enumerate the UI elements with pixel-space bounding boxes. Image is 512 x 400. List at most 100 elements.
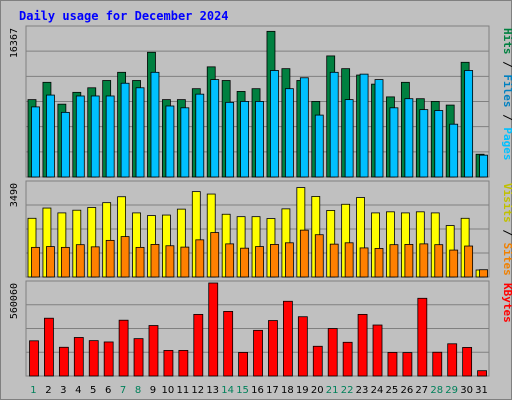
bar-hits-pages-day-15 [240,101,249,178]
x-axis-day-labels: 1 2 3 4 5 6 7 8 9 10 11 12 13 14 15 16 17 18 19 20 21 22 23 24 2… [30,385,488,396]
panel-hits-series-label-part: Pages [501,127,512,160]
bar-hits-pages-day-10 [165,105,175,178]
x-tick-label-day-12: 12 [191,385,204,396]
bar-hits-pages-day-4 [75,95,85,178]
x-tick-label-day-26: 26 [400,385,413,396]
bar-hits-pages-day-29 [449,123,459,178]
x-tick-label-day-4: 4 [75,385,81,396]
bar-kbytes-kbytes-day-6 [103,341,114,377]
bar-visits-sites-day-19 [299,229,309,278]
x-tick-label-day-5: 5 [90,385,96,396]
bar-hits-pages-day-22 [344,99,354,178]
bar-hits-pages-day-25 [389,107,399,178]
panel-visits-series-label-part: Sites [501,243,512,276]
bar-visits-sites-day-18 [285,242,294,278]
bar-kbytes-kbytes-day-13 [208,282,219,377]
x-tick-label-day-29: 29 [445,385,458,396]
x-tick-label-day-8: 8 [135,385,141,396]
x-tick-label-day-30: 30 [460,385,473,396]
bar-hits-pages-day-31 [479,154,488,178]
x-tick-label-day-6: 6 [105,385,111,396]
bar-kbytes-kbytes-day-18 [283,300,293,377]
panel-visits-series-label: Visits / Sites [501,183,512,276]
bar-visits-sites-day-11 [180,246,190,278]
bar-hits-pages-day-13 [210,79,220,178]
bar-kbytes-kbytes-day-3 [58,346,69,377]
bar-visits-sites-day-7 [120,236,130,278]
x-tick-label-day-9: 9 [150,385,156,396]
bar-hits-pages-day-7 [120,82,130,178]
bar-kbytes-kbytes-day-28 [432,351,443,377]
bar-kbytes-kbytes-day-24 [372,324,383,377]
x-tick-label-day-2: 2 [45,385,51,396]
panel-hits-series-label-part: / [501,55,512,75]
x-tick-label-day-21: 21 [326,385,339,396]
bar-kbytes-kbytes-day-4 [73,337,84,377]
x-tick-label-day-11: 11 [176,385,189,396]
bar-visits-sites-day-13 [210,232,220,278]
bar-visits-sites-day-28 [434,244,444,278]
bar-visits-sites-day-16 [255,246,264,278]
bar-kbytes-kbytes-day-26 [402,352,413,377]
x-tick-label-day-1: 1 [30,385,36,396]
x-tick-label-day-10: 10 [162,385,175,396]
bar-hits-pages-day-14 [225,101,235,178]
bar-visits-sites-day-24 [374,248,384,278]
bar-kbytes-kbytes-day-12 [193,313,204,377]
bar-kbytes-kbytes-day-25 [387,352,398,377]
bar-kbytes-kbytes-day-7 [118,319,129,377]
x-tick-label-day-28: 28 [430,385,443,396]
panel-kbytes-series-label: KBytes [501,283,512,323]
panel-hits: 16367 Hits / Files / Pages [9,25,512,178]
bar-visits-sites-day-27 [419,243,429,278]
x-tick-label-day-14: 14 [221,385,234,396]
bar-visits-sites-day-30 [464,245,474,278]
bar-hits-pages-day-18 [285,88,294,178]
bar-kbytes-kbytes-day-29 [447,343,458,377]
bar-kbytes-kbytes-day-23 [357,313,368,377]
x-tick-label-day-3: 3 [60,385,66,396]
x-tick-label-day-17: 17 [266,385,279,396]
bar-hits-pages-day-26 [404,98,414,178]
bar-visits-sites-day-31 [479,269,488,278]
x-tick-label-day-25: 25 [386,385,399,396]
panel-kbytes: 560060 KBytes [9,280,512,377]
chart-title: Daily usage for December 2024 [19,9,229,23]
x-tick-label-day-22: 22 [341,385,354,396]
bar-kbytes-kbytes-day-14 [223,311,234,377]
bar-hits-pages-day-20 [314,114,324,178]
bar-kbytes-kbytes-day-11 [178,350,189,377]
bar-kbytes-kbytes-day-22 [342,341,353,377]
x-tick-label-day-20: 20 [311,385,324,396]
bar-kbytes-kbytes-day-27 [417,297,428,377]
bar-hits-pages-day-23 [359,73,369,178]
bar-visits-sites-day-14 [225,243,235,278]
bar-visits-sites-day-4 [75,244,85,278]
x-tick-label-day-27: 27 [415,385,428,396]
bar-visits-sites-day-26 [404,244,414,278]
bar-visits-sites-day-15 [240,247,249,278]
bar-hits-pages-day-30 [464,70,474,178]
bar-visits-sites-day-8 [135,246,145,278]
bar-kbytes-kbytes-day-2 [44,317,54,377]
bar-kbytes-kbytes-day-20 [312,345,323,377]
bar-hits-pages-day-5 [90,95,100,178]
bar-kbytes-kbytes-day-8 [133,338,144,377]
bar-hits-pages-day-2 [46,94,55,178]
x-tick-label-day-15: 15 [236,385,249,396]
bar-hits-pages-day-28 [434,110,444,178]
bar-kbytes-kbytes-day-17 [268,320,278,377]
bar-visits-sites-day-6 [105,239,115,278]
bar-visits-sites-day-1 [31,246,40,278]
bar-visits-sites-day-17 [270,244,279,278]
panel-hits-series-label-part: / [501,108,512,128]
bar-hits-pages-day-24 [374,79,384,178]
panel-visits: 3490 Visits / Sites [9,180,512,278]
panel-hits-series-label-part: Hits [501,28,512,55]
bar-visits-sites-day-29 [449,249,459,278]
panel-hits-series-label-part: Files [501,74,512,107]
bar-kbytes-kbytes-day-21 [327,328,338,377]
bar-hits-pages-day-17 [270,70,279,178]
chart-panels: 16367 Hits / Files / Pages 3490 Visits / Si… [9,25,512,377]
